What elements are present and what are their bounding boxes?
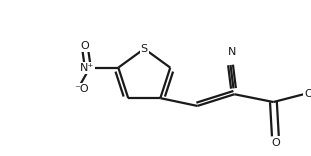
Text: O: O <box>304 89 311 99</box>
Text: S: S <box>141 44 148 54</box>
Text: N⁺: N⁺ <box>80 63 94 73</box>
Text: ⁻O: ⁻O <box>74 84 89 94</box>
Text: O: O <box>81 41 90 51</box>
Text: O: O <box>271 138 280 148</box>
Text: N: N <box>228 47 237 57</box>
